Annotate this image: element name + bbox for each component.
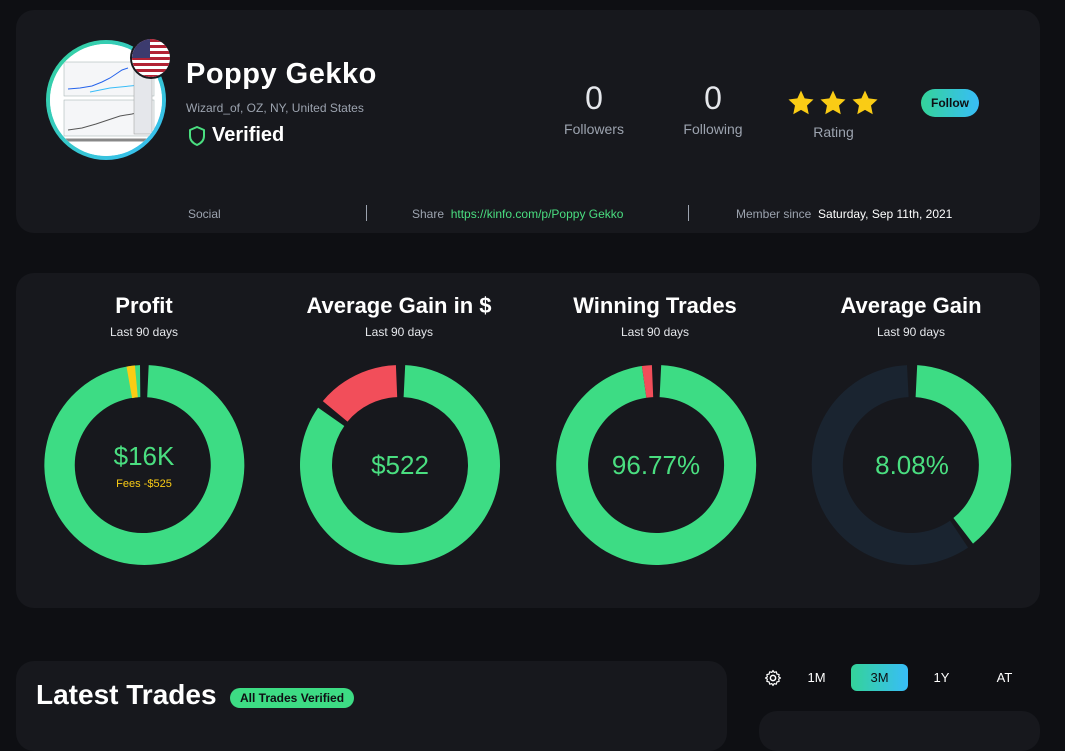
donut-center: $16K Fees -$525 <box>42 363 246 567</box>
following-count: 0 <box>704 80 722 116</box>
share-label: Share <box>412 207 445 221</box>
shield-icon <box>189 125 205 146</box>
metric-profit: Profit Last 90 days <box>34 293 254 339</box>
metric-fees: Fees -$525 <box>116 477 172 490</box>
metric-subtitle: Last 90 days <box>364 325 434 339</box>
stats-card: Profit Last 90 days $16K Fees -$525 Aver… <box>16 273 1040 608</box>
winning-trades-donut[interactable]: 96.77% <box>554 363 758 567</box>
followers-count: 0 <box>585 80 603 116</box>
metric-value: $16K <box>113 440 175 471</box>
metric-average-gain: Average Gain Last 90 days <box>801 293 1021 339</box>
metric-subtitle: Last 90 days <box>620 325 690 339</box>
range-3m-button[interactable]: 3M <box>851 664 908 691</box>
range-1y-button[interactable]: 1Y <box>933 670 950 685</box>
profile-name: Poppy Gekko <box>186 58 377 90</box>
average-gain-donut[interactable]: 8.08% <box>810 363 1014 567</box>
rating-label: Rating <box>813 124 854 140</box>
latest-trades-title: Latest Trades <box>36 679 217 710</box>
all-trades-verified-badge: All Trades Verified <box>230 688 355 708</box>
member-since-row: Member since Saturday, Sep 11th, 2021 <box>736 207 952 221</box>
donut-center: $522 <box>298 363 502 567</box>
following-label: Following <box>683 121 743 137</box>
donut-center: 96.77% <box>554 363 758 567</box>
member-since-label: Member since <box>736 207 812 221</box>
metric-subtitle: Last 90 days <box>109 325 179 339</box>
metric-title: Winning Trades <box>573 293 737 318</box>
metric-value: 8.08% <box>875 449 949 480</box>
verified-label: Verified <box>212 124 285 146</box>
metric-subtitle: Last 90 days <box>876 325 946 339</box>
side-panel-card <box>759 711 1040 751</box>
metric-average-gain-dollars: Average Gain in $ Last 90 days <box>289 293 509 339</box>
profit-donut[interactable]: $16K Fees -$525 <box>42 363 246 567</box>
metric-title: Average Gain in $ <box>306 293 492 318</box>
range-1m-button[interactable]: 1M <box>807 670 826 685</box>
star-icon <box>852 90 878 115</box>
metric-winning-trades: Winning Trades Last 90 days <box>545 293 765 339</box>
share-link[interactable]: https://kinfo.com/p/Poppy Gekko <box>450 207 624 221</box>
followers-stat[interactable]: 0 Followers <box>544 80 644 137</box>
divider <box>688 205 689 221</box>
member-since-date: Saturday, Sep 11th, 2021 <box>818 207 953 221</box>
profile-card: Poppy Gekko Wizard_of, OZ, NY, United St… <box>16 10 1040 233</box>
metric-value: $522 <box>371 449 429 480</box>
divider <box>366 205 367 221</box>
range-at-button[interactable]: AT <box>996 670 1013 685</box>
follow-button[interactable]: Follow <box>921 89 979 117</box>
following-stat[interactable]: 0 Following <box>663 80 763 137</box>
rating-stars <box>786 88 880 118</box>
donut-center: 8.08% <box>810 363 1014 567</box>
gear-icon[interactable] <box>764 669 782 687</box>
latest-trades-card: Latest Trades All Trades Verified <box>16 661 727 751</box>
star-icon <box>788 90 814 115</box>
metric-title: Average Gain <box>840 293 982 318</box>
share-row: Share https://kinfo.com/p/Poppy Gekko <box>412 207 623 221</box>
metric-value: 96.77% <box>611 449 701 480</box>
verified-status: Verified <box>188 124 284 147</box>
followers-label: Followers <box>564 121 624 137</box>
profile-location: Wizard_of, OZ, NY, United States <box>186 101 364 115</box>
social-label[interactable]: Social <box>188 207 221 221</box>
metric-title: Profit <box>115 293 173 318</box>
us-flag-icon <box>130 37 172 79</box>
star-icon <box>820 90 846 115</box>
average-gain-dollars-donut[interactable]: $522 <box>298 363 502 567</box>
